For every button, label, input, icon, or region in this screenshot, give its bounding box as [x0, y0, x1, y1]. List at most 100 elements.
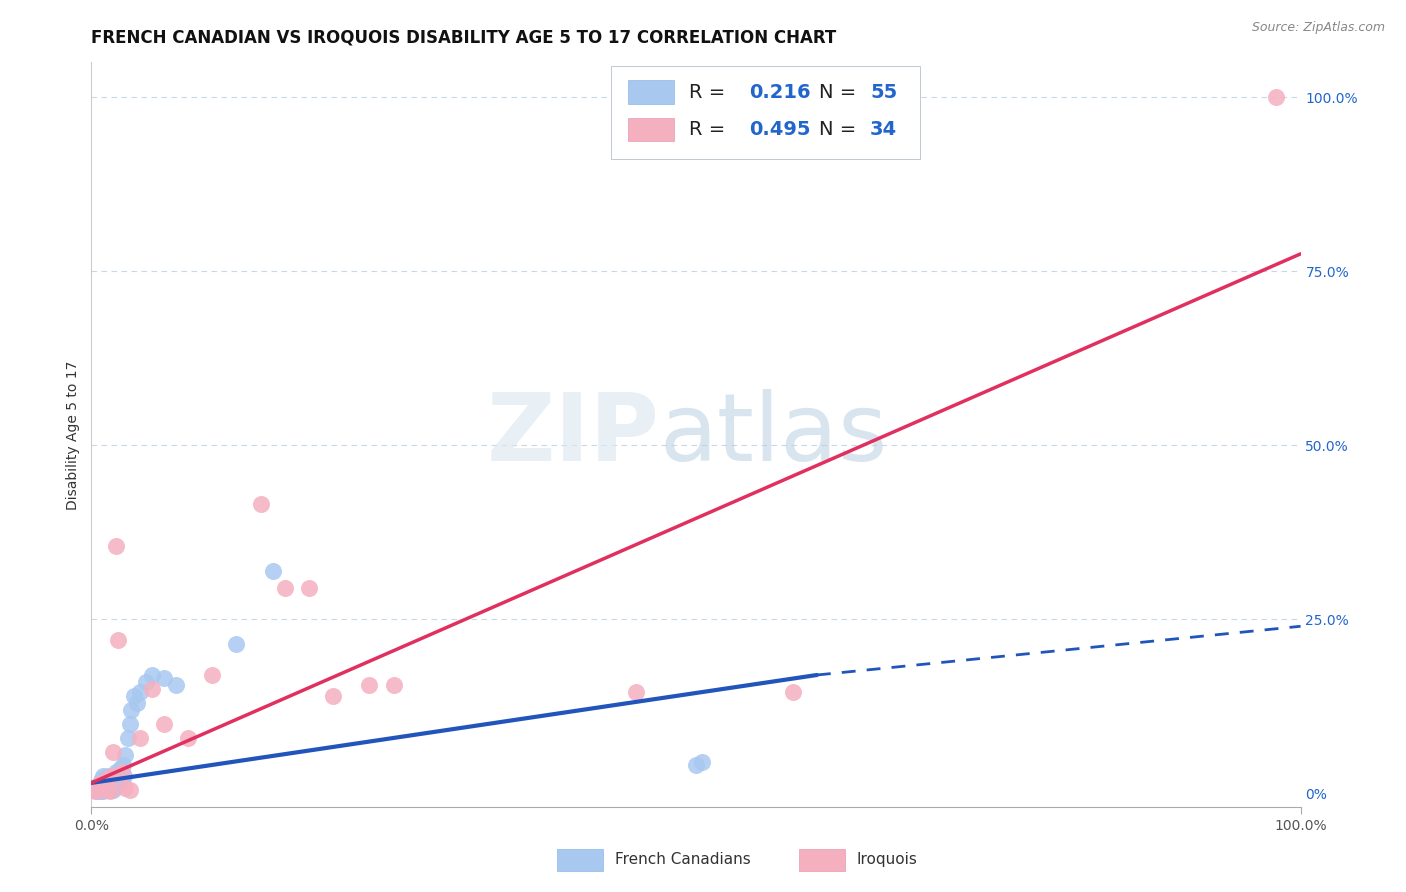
Point [87, 778, 110, 792]
Text: 55: 55 [870, 83, 897, 102]
Point [89, 776, 111, 790]
Point [90, 776, 112, 790]
Point [87, 778, 110, 792]
Point [298, 581, 321, 595]
Point [120, 782, 142, 797]
Point [97, 769, 120, 783]
Point [322, 689, 344, 703]
Point [94, 782, 117, 797]
Point [117, 731, 139, 745]
Point [97, 780, 120, 794]
Text: 0.495: 0.495 [749, 120, 811, 139]
Text: ZIP: ZIP [486, 389, 659, 481]
Point [103, 772, 125, 787]
Point [107, 769, 129, 783]
Point [112, 769, 135, 783]
Text: Iroquois: Iroquois [856, 852, 918, 867]
Point [84, 780, 107, 795]
FancyBboxPatch shape [557, 849, 603, 871]
Point [111, 772, 132, 787]
Point [93, 780, 115, 794]
Point [84, 784, 107, 798]
Text: N =: N = [820, 83, 863, 102]
Point [93, 769, 115, 783]
Point [141, 681, 163, 696]
Point [110, 762, 132, 776]
Point [114, 780, 136, 795]
Point [91, 772, 114, 787]
Point [89, 782, 111, 797]
Point [111, 758, 134, 772]
Point [93, 780, 115, 794]
Point [100, 772, 122, 787]
Text: N =: N = [820, 120, 863, 139]
Point [177, 731, 200, 745]
Text: Source: ZipAtlas.com: Source: ZipAtlas.com [1251, 21, 1385, 34]
Point [135, 675, 157, 690]
Point [128, 685, 150, 699]
Text: FRENCH CANADIAN VS IROQUOIS DISABILITY AGE 5 TO 17 CORRELATION CHART: FRENCH CANADIAN VS IROQUOIS DISABILITY A… [91, 29, 837, 47]
Point [201, 668, 224, 682]
Point [127, 696, 149, 710]
Point [101, 776, 124, 790]
Point [104, 539, 127, 553]
Point [225, 637, 247, 651]
Point [101, 769, 124, 783]
Point [104, 780, 127, 794]
Point [382, 678, 405, 692]
Point [101, 782, 124, 797]
Point [122, 689, 145, 703]
Point [93, 776, 115, 790]
Point [690, 755, 713, 769]
Point [98, 784, 121, 798]
Text: R =: R = [689, 120, 731, 139]
Point [87, 782, 110, 797]
Point [101, 745, 124, 759]
Point [84, 780, 107, 795]
FancyBboxPatch shape [628, 80, 675, 104]
FancyBboxPatch shape [628, 118, 675, 142]
Point [93, 776, 115, 790]
Point [105, 776, 128, 790]
Point [84, 782, 107, 797]
Point [274, 581, 297, 595]
Point [90, 773, 112, 788]
Point [249, 498, 271, 512]
Point [93, 780, 115, 795]
Point [107, 633, 129, 648]
Point [97, 780, 120, 794]
Point [111, 765, 132, 780]
Point [96, 771, 118, 785]
Point [91, 782, 114, 797]
Point [262, 564, 284, 578]
Point [128, 731, 150, 745]
Point [89, 783, 111, 797]
FancyBboxPatch shape [612, 66, 920, 160]
Point [91, 780, 114, 795]
Text: 34: 34 [870, 120, 897, 139]
Point [685, 758, 707, 772]
Y-axis label: Disability Age 5 to 17: Disability Age 5 to 17 [66, 360, 80, 509]
Point [98, 776, 121, 790]
Point [120, 716, 142, 731]
Point [86, 784, 108, 798]
Point [86, 780, 108, 794]
Text: R =: R = [689, 83, 731, 102]
Text: 0.216: 0.216 [749, 83, 811, 102]
Point [93, 784, 115, 798]
Point [782, 685, 804, 699]
Point [624, 685, 647, 699]
Point [96, 780, 118, 795]
Point [165, 678, 187, 692]
Point [108, 773, 131, 788]
Point [90, 782, 112, 797]
Point [153, 672, 176, 686]
Text: atlas: atlas [659, 389, 889, 481]
Point [1265, 90, 1288, 104]
Point [114, 747, 136, 762]
Point [98, 782, 121, 797]
Point [96, 772, 118, 787]
Point [86, 782, 108, 797]
Point [120, 703, 142, 717]
Point [94, 782, 117, 797]
